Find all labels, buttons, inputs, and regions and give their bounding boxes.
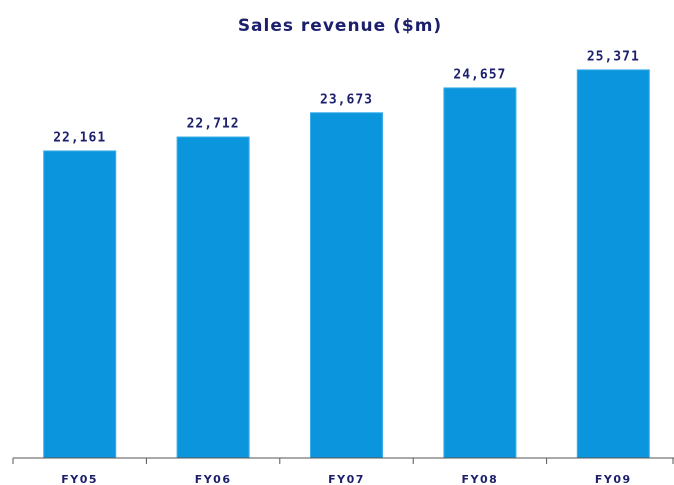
bar: [576, 69, 650, 459]
x-tick-label: FY08: [462, 473, 499, 485]
data-label: 24,657: [453, 67, 506, 82]
bar: [443, 87, 517, 459]
data-label: 23,673: [320, 92, 373, 107]
chart-title: Sales revenue ($m): [238, 16, 442, 36]
x-tick-label: FY09: [595, 473, 632, 485]
x-tick-label: FY07: [328, 473, 365, 485]
bar: [176, 136, 250, 459]
data-label: 22,712: [187, 117, 240, 132]
data-label: 22,161: [53, 130, 106, 145]
x-tick-label: FY06: [195, 473, 232, 485]
bar: [43, 150, 117, 459]
x-tick-label: FY05: [61, 473, 98, 485]
bar: [310, 112, 383, 459]
data-label: 25,371: [587, 49, 640, 64]
